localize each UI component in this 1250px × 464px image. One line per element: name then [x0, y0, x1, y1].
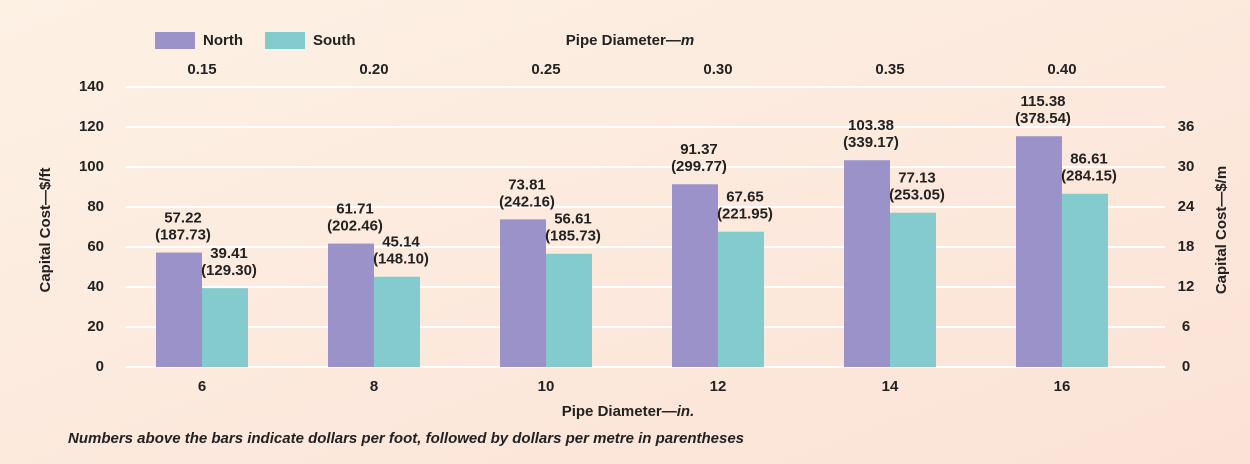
x-axis-title-text: Pipe Diameter—: [562, 403, 677, 420]
bar: [202, 288, 248, 367]
top-tick-label: 0.25: [531, 61, 560, 78]
top-tick-label: 0.20: [359, 61, 388, 78]
metre-label: (185.73): [545, 228, 601, 245]
bar: [1016, 136, 1062, 367]
value-label: 56.61: [554, 211, 592, 228]
bar: [1062, 193, 1108, 367]
top-axis-title: Pipe Diameter—m: [566, 32, 694, 49]
legend-swatch: [265, 32, 305, 49]
y2-tick-label: 0: [1182, 358, 1190, 375]
legend-swatch: [155, 32, 195, 49]
y2-axis-title: Capital Cost—$/m: [1213, 166, 1230, 294]
x-tick-label: 14: [882, 378, 899, 395]
x-tick-label: 10: [538, 378, 555, 395]
y2-tick-label: 18: [1178, 238, 1195, 255]
metre-label: (221.95): [717, 206, 773, 223]
y-tick-label: 140: [79, 78, 104, 95]
y-axis-title: Capital Cost—$/ft: [37, 167, 54, 292]
y-tick-label: 40: [87, 278, 104, 295]
y-tick-label: 120: [79, 118, 104, 135]
value-label: 91.37: [680, 141, 718, 158]
value-label: 77.13: [898, 170, 936, 187]
x-tick-label: 16: [1054, 378, 1071, 395]
bar: [546, 253, 592, 367]
y-tick-label: 100: [79, 158, 104, 175]
y2-tick-label: 12: [1178, 278, 1195, 295]
footnote: Numbers above the bars indicate dollars …: [68, 430, 744, 447]
top-tick-label: 0.35: [875, 61, 904, 78]
x-tick-label: 12: [710, 378, 727, 395]
metre-label: (242.16): [499, 193, 555, 210]
metre-label: (253.05): [889, 187, 945, 204]
value-label: 39.41: [210, 245, 248, 262]
metre-label: (148.10): [373, 251, 429, 268]
bar: [718, 231, 764, 367]
bar: [374, 276, 420, 367]
y2-tick-label: 24: [1178, 198, 1195, 215]
value-label: 45.14: [382, 234, 420, 251]
y-tick-label: 20: [87, 318, 104, 335]
metre-label: (339.17): [843, 134, 899, 151]
x-axis-title: Pipe Diameter—in.: [562, 403, 695, 420]
bar: [672, 184, 718, 367]
x-tick-label: 6: [198, 378, 206, 395]
bar: [156, 252, 202, 367]
legend-label: South: [313, 32, 356, 49]
bar: [328, 243, 374, 367]
metre-label: (187.73): [155, 227, 211, 244]
metre-label: (202.46): [327, 218, 383, 235]
top-tick-label: 0.30: [703, 61, 732, 78]
value-label: 86.61: [1070, 151, 1108, 168]
metre-label: (284.15): [1061, 168, 1117, 185]
value-label: 115.38: [1020, 93, 1065, 110]
y2-tick-label: 6: [1182, 318, 1190, 335]
legend-label: North: [203, 32, 243, 49]
top-axis-title-text: Pipe Diameter—: [566, 32, 681, 49]
metre-label: (129.30): [201, 262, 257, 279]
y-tick-label: 60: [87, 238, 104, 255]
metre-label: (299.77): [671, 158, 727, 175]
top-axis-unit: m: [681, 32, 694, 49]
x-axis-unit: in.: [677, 403, 695, 420]
y2-tick-label: 36: [1178, 118, 1195, 135]
y-tick-label: 80: [87, 198, 104, 215]
bar: [890, 212, 936, 367]
top-tick-label: 0.40: [1047, 61, 1076, 78]
value-label: 57.22: [164, 210, 202, 227]
top-tick-label: 0.15: [187, 61, 216, 78]
value-label: 103.38: [848, 117, 894, 134]
value-label: 73.81: [508, 176, 546, 193]
bar: [500, 219, 546, 367]
value-label: 67.65: [726, 189, 764, 206]
y-tick-label: 0: [96, 358, 104, 375]
bar: [844, 160, 890, 367]
value-label: 61.71: [336, 201, 374, 218]
y2-tick-label: 30: [1178, 158, 1195, 175]
metre-label: (378.54): [1015, 110, 1071, 127]
x-tick-label: 8: [370, 378, 378, 395]
